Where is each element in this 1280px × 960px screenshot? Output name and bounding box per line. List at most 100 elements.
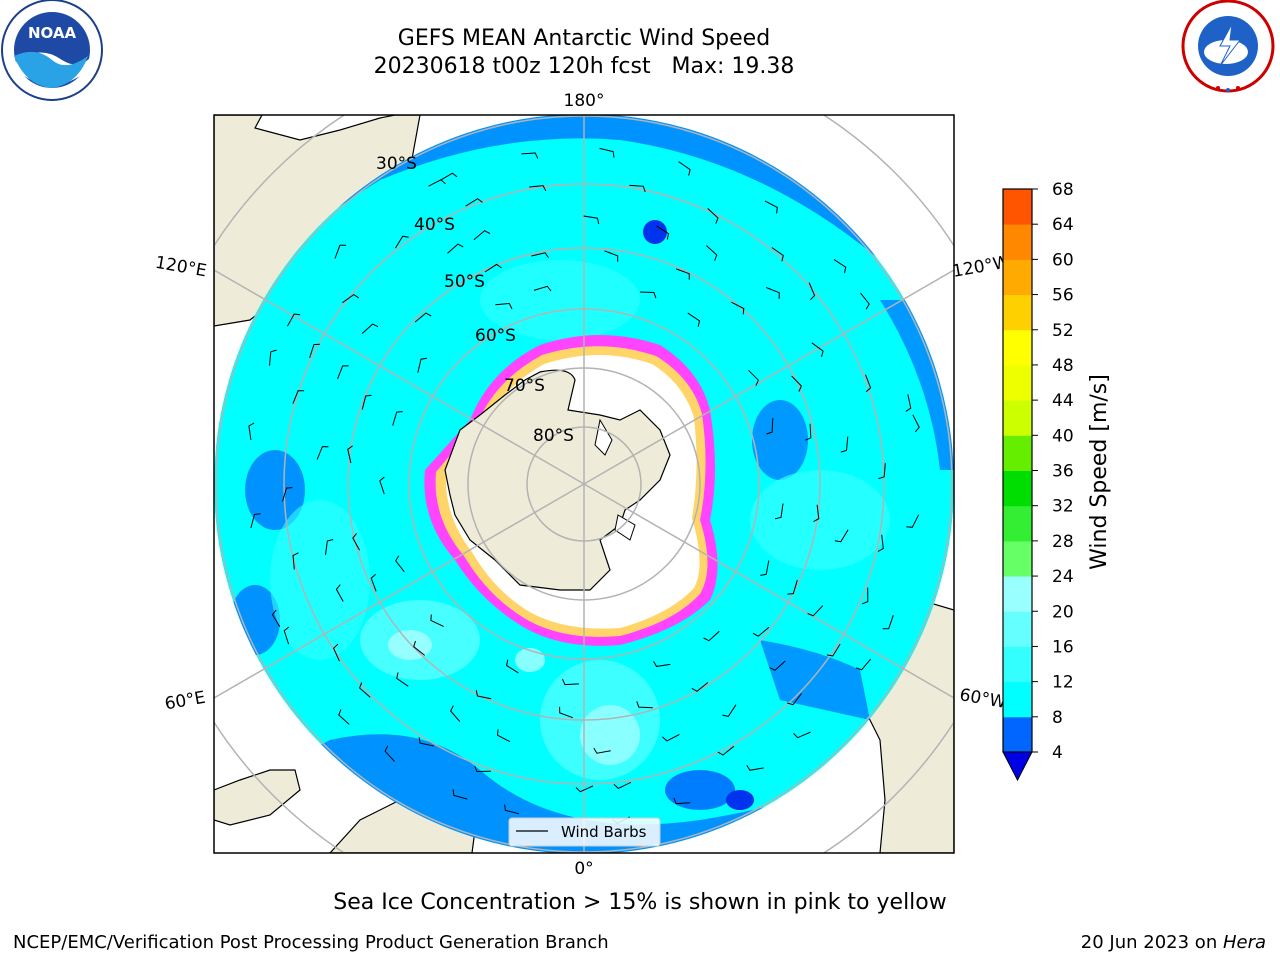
wind-barb xyxy=(418,737,434,747)
wind-barb xyxy=(417,357,427,373)
colorbar-tick-label: 16 xyxy=(1052,637,1074,657)
chart-subtitle: 20230618 t00z 120h fcst Max: 19.38 xyxy=(373,54,795,79)
colorbar-tick-label: 60 xyxy=(1052,250,1074,270)
wind-barb xyxy=(599,147,615,158)
wind-barb xyxy=(440,172,458,181)
chart-title: GEFS MEAN Antarctic Wind Speed xyxy=(397,26,771,51)
wind-barb xyxy=(771,247,784,262)
colorbar-tick-label: 40 xyxy=(1052,426,1074,446)
wind-barb xyxy=(271,609,281,627)
lon-label-upper-left: 120°E xyxy=(154,253,208,282)
wind-barb xyxy=(484,263,502,273)
wind-barb xyxy=(521,152,539,159)
wind-barb xyxy=(384,745,395,762)
wind-barb xyxy=(834,529,849,543)
wind-barb xyxy=(593,747,611,754)
colorbar-tick-label: 32 xyxy=(1052,497,1074,517)
colorbar-tick-label: 8 xyxy=(1052,708,1063,728)
wind-barb xyxy=(722,704,737,717)
graticule xyxy=(214,115,954,853)
wind-barb xyxy=(269,349,277,366)
wind-barb xyxy=(639,291,657,299)
wind-barb xyxy=(394,235,409,249)
colorbar-tick-label: 24 xyxy=(1052,567,1074,587)
wind-barb xyxy=(504,804,520,815)
wind-barb xyxy=(575,785,594,793)
wind-barb xyxy=(342,293,360,304)
wind-barb xyxy=(840,436,849,453)
wind-barb xyxy=(347,445,353,464)
legend-label: Wind Barbs xyxy=(561,823,647,841)
wind-barb xyxy=(656,225,670,240)
lon-label-lower-left: 60°E xyxy=(163,688,207,715)
lat-label-80s: 80°S xyxy=(533,426,574,446)
colorbar-tick-label: 36 xyxy=(1052,462,1074,482)
colorbar-segment xyxy=(1003,470,1032,507)
wind-barb xyxy=(787,580,798,595)
wind-barb xyxy=(787,693,802,706)
wind-barb xyxy=(862,587,869,605)
wind-barb xyxy=(707,208,719,224)
wind-barb xyxy=(392,411,403,426)
wind-barb xyxy=(882,615,894,630)
colorbar-segment xyxy=(1003,364,1032,401)
wind-barb xyxy=(675,268,690,280)
wind-barb xyxy=(361,323,379,334)
wind-barb xyxy=(559,706,573,719)
wind-barb xyxy=(395,555,405,573)
colorbar-segment xyxy=(1003,681,1032,718)
colorbar-segment xyxy=(1003,576,1032,612)
wind-barb xyxy=(865,374,872,393)
wind-barb xyxy=(746,764,764,771)
colorbar-tick-label: 28 xyxy=(1052,532,1074,552)
wind-barbs xyxy=(248,147,920,824)
colorbar-segment xyxy=(1003,259,1032,296)
wind-barb xyxy=(465,198,483,207)
wind-barb xyxy=(531,252,549,258)
wind-barb xyxy=(325,539,334,555)
colorbar-extend-min xyxy=(1002,751,1033,782)
sea-ice-caption: Sea Ice Concentration > 15% is shown in … xyxy=(333,890,947,915)
wind-barb xyxy=(706,245,718,261)
national-weather-service-logo xyxy=(1181,0,1275,93)
wind-barb xyxy=(496,729,511,743)
wind-barb xyxy=(316,446,329,460)
wind-barb xyxy=(583,215,600,225)
wind-barb xyxy=(878,462,886,480)
wind-barb xyxy=(292,552,299,570)
colorbar-tick-label: 56 xyxy=(1052,286,1074,306)
lon-label-top: 180° xyxy=(564,91,605,111)
footer-date-text: 20 Jun 2023 on xyxy=(1080,932,1223,953)
wind-barb xyxy=(855,658,872,671)
wind-barb xyxy=(653,660,671,667)
wind-barb xyxy=(396,672,409,687)
colorbar-segment xyxy=(1003,224,1032,260)
wind-barb xyxy=(414,312,432,323)
wind-barb xyxy=(808,282,816,301)
wind-barb xyxy=(361,394,372,410)
wind-barb xyxy=(906,514,920,528)
wind-barb xyxy=(613,781,632,789)
footer-date: 20 Jun 2023 on Hera xyxy=(1081,932,1266,953)
wind-barb xyxy=(833,259,847,274)
wind-barb xyxy=(332,643,340,662)
lat-label-70s: 70°S xyxy=(504,376,545,396)
wind-barb xyxy=(678,161,691,176)
wind-barb xyxy=(766,418,774,435)
wind-barb xyxy=(604,250,619,262)
colorbar-tick-label: 44 xyxy=(1052,391,1074,411)
wind-barb xyxy=(813,504,820,523)
wind-barb xyxy=(766,287,780,299)
wind-barb xyxy=(352,533,361,551)
wind-barb xyxy=(250,513,261,529)
wind-barb xyxy=(673,797,691,805)
wind-barb xyxy=(764,200,778,214)
lon-label-lower-right: 60°W xyxy=(958,685,1008,713)
colorbar-segment xyxy=(1003,189,1032,225)
colorbar-tick-label: 52 xyxy=(1052,321,1074,341)
wind-barb xyxy=(474,765,491,773)
wind-barb xyxy=(774,503,784,520)
wind-barb xyxy=(793,731,811,739)
wind-barb xyxy=(629,184,646,193)
